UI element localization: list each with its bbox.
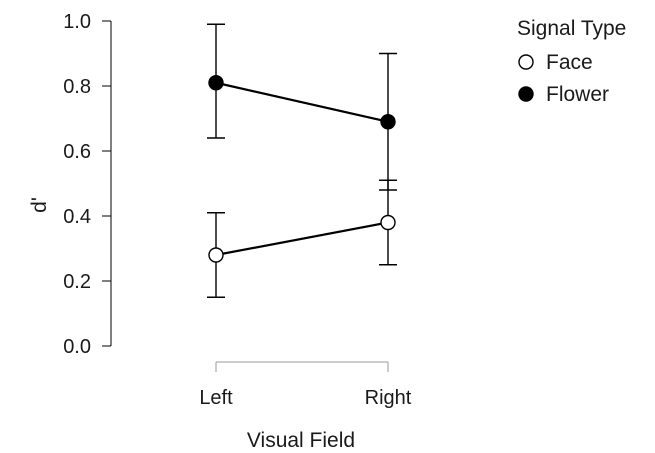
y-tick-label: 0.0 xyxy=(63,336,91,358)
y-tick-label: 0.8 xyxy=(63,76,91,98)
y-tick-label: 0.2 xyxy=(63,271,91,293)
face-point xyxy=(208,247,224,263)
x-tick-label: Left xyxy=(199,387,233,409)
face-series-line xyxy=(215,221,389,257)
y-tick-label: 1.0 xyxy=(63,11,91,33)
legend-label-flower: Flower xyxy=(546,83,609,106)
flower-series-line xyxy=(215,81,389,123)
x-axis-title: Visual Field xyxy=(247,429,355,452)
flower-point xyxy=(208,75,224,91)
chart-marks: 0.0 0.2 0.4 0.6 0.8 1.0 Left Right Face Flower xyxy=(63,11,609,409)
y-tick-label: 0.4 xyxy=(63,206,91,228)
legend-label-face: Face xyxy=(546,51,593,74)
x-tick-label: Right xyxy=(365,387,412,409)
legend-title: Signal Type xyxy=(517,17,626,40)
legend-marker-flower xyxy=(518,86,534,102)
y-tick-label: 0.6 xyxy=(63,141,91,163)
legend-marker-face xyxy=(518,54,534,70)
flower-point xyxy=(380,114,396,130)
y-axis-title: d' xyxy=(28,197,51,213)
face-point xyxy=(380,214,396,231)
